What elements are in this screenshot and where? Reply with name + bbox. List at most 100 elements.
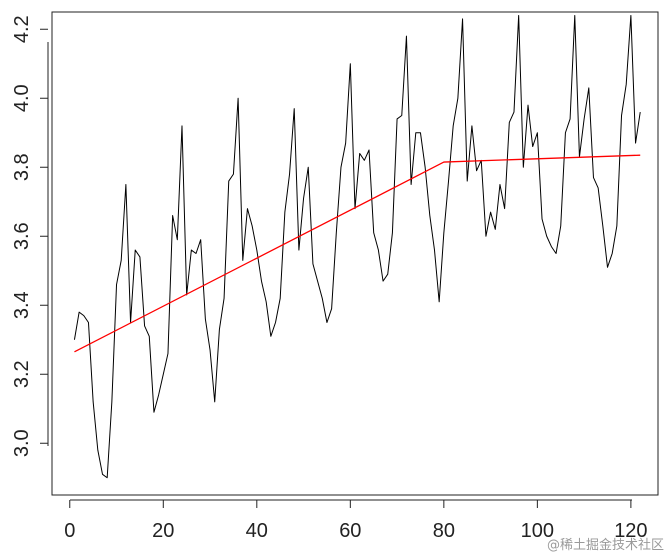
data-point [335,232,337,234]
data-point [429,215,431,217]
data-point [541,218,543,220]
plot-box [51,11,659,496]
data-point [410,184,412,186]
data-point [499,184,501,186]
data-point [284,211,286,213]
data-point [490,211,492,213]
data-point [144,325,146,327]
y-ticks: 3.0 3.2 3.4 3.6 3.8 4.0 4.2 [11,15,48,457]
x-tick-label: 60 [339,520,361,542]
data-point [597,187,599,189]
data-point [630,15,632,17]
data-point [401,115,403,117]
data-point [345,142,347,144]
data-point [228,180,230,182]
trend-line [74,154,641,353]
trend-point [639,154,641,156]
data-point [195,253,197,255]
data-point [134,249,136,251]
y-tick-label: 3.4 [11,291,33,319]
data-point [172,215,174,217]
x-ticks: 0 20 40 60 80 100 120 [64,500,648,542]
y-tick-label: 4.2 [11,15,33,43]
data-point [298,249,300,251]
data-point [219,329,221,331]
data-point [583,118,585,120]
x-tick-label: 20 [152,520,174,542]
data-point [111,401,113,403]
y-tick-label: 3.6 [11,222,33,250]
data-point [167,353,169,355]
data-point [223,298,225,300]
series-layer [73,14,641,479]
data-point [504,208,506,210]
data-point [378,249,380,251]
data-point [153,411,155,413]
data-point [209,349,211,351]
data-point [387,273,389,275]
watermark: @稀土掘金技术社区 [547,537,664,553]
data-point [551,246,553,248]
data-point [494,229,496,231]
data-point [359,153,361,155]
data-point [251,225,253,227]
data-point [97,449,99,451]
data-point [317,280,319,282]
data-point [78,311,80,313]
data-point [116,284,118,286]
data-point [565,132,567,134]
x-tick-label: 100 [521,520,554,542]
data-point [83,315,85,317]
data-point [312,263,314,265]
data-point [452,125,454,127]
data-point [256,249,258,251]
data-point [200,239,202,241]
data-point [373,232,375,234]
data-point [247,208,249,210]
data-point [523,166,525,168]
data-point [560,225,562,227]
data-point [158,394,160,396]
data-point [607,267,609,269]
data-point [574,15,576,17]
data-point [102,474,104,476]
x-tick-label: 120 [614,520,647,542]
data-point [321,298,323,300]
data-point [462,18,464,20]
data-point [415,132,417,134]
data-point [326,322,328,324]
data-point [205,318,207,320]
data-point [588,87,590,89]
x-tick-label: 0 [64,520,75,542]
data-point [289,173,291,175]
data-point [275,322,277,324]
data-point [518,15,520,17]
data-point [350,63,352,65]
data-point [457,97,459,99]
y-tick-label: 4.0 [11,84,33,112]
y-tick-label: 3.0 [11,429,33,457]
data-point [527,104,529,106]
data-point [279,298,281,300]
y-tick-label: 3.8 [11,153,33,181]
data-point [420,132,422,134]
data-point [434,249,436,251]
data-point [635,142,637,144]
data-point [471,125,473,127]
data-point [639,111,641,113]
x-tick-label: 40 [246,520,268,542]
data-point [448,180,450,182]
data-point [392,232,394,234]
data-point [162,373,164,375]
data-point [270,336,272,338]
data-point [181,125,183,127]
data-point [148,336,150,338]
data-point [331,308,333,310]
data-point [443,232,445,234]
data-point [406,35,408,37]
data-point [261,280,263,282]
data-point [424,166,426,168]
data-point [532,146,534,148]
data-point [340,166,342,168]
